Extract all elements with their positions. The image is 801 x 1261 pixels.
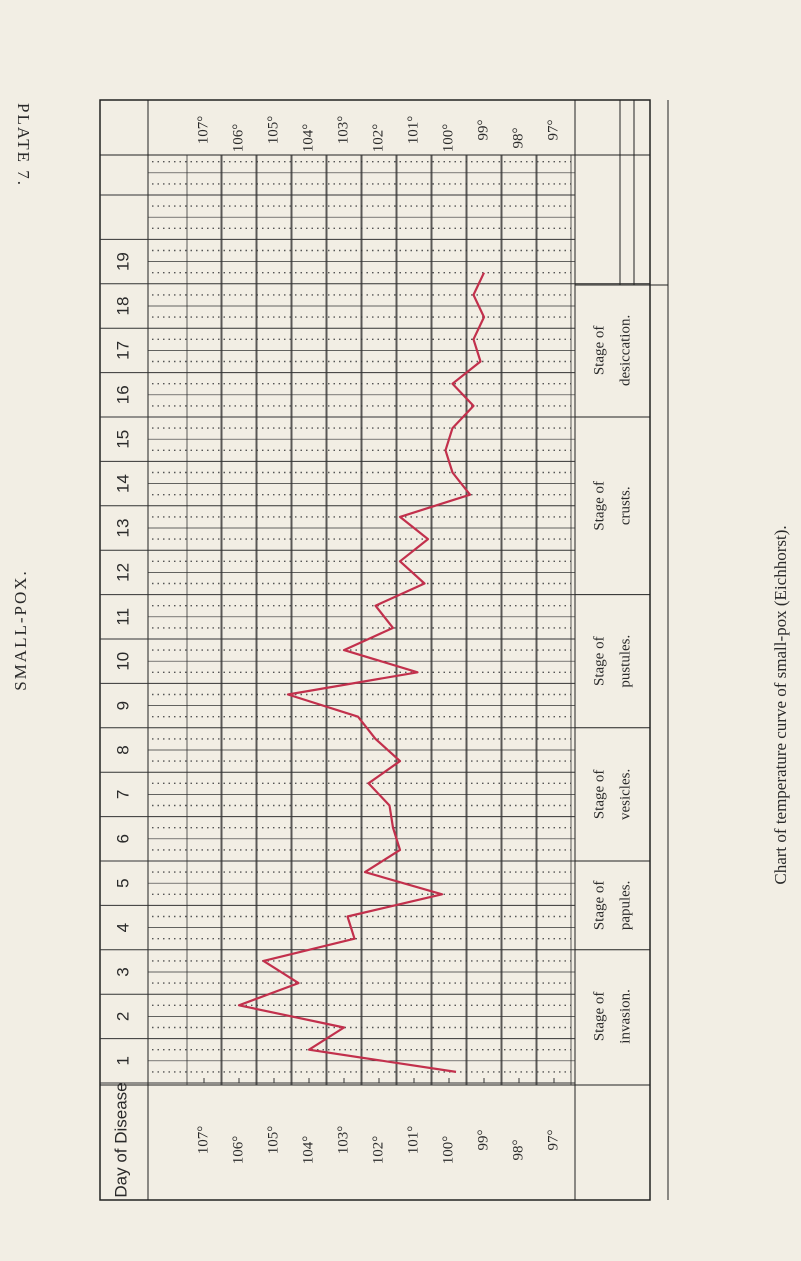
x-tick-label: 1	[113, 1056, 132, 1065]
y-tick-label: 98°	[510, 128, 526, 149]
x-tick-label: 19	[113, 252, 132, 271]
x-tick-label: 7	[113, 790, 132, 799]
x-tick-label: 16	[113, 385, 132, 404]
x-tick-label: 11	[113, 608, 132, 626]
y-tick-label: 100°	[440, 1136, 456, 1165]
x-tick-label: 4	[113, 923, 132, 932]
y-tick-label: 101°	[405, 116, 421, 145]
y-tick-label: 103°	[335, 1126, 351, 1155]
x-tick-label: 12	[113, 563, 132, 582]
x-tick-label: 8	[113, 745, 132, 754]
heading: SMALL-POX.	[11, 569, 30, 691]
caption: Chart of temperature curve of small-pox …	[771, 525, 790, 884]
stage-label: Stage of	[591, 636, 607, 686]
x-tick-label: 5	[113, 878, 132, 887]
y-tick-label: 104°	[300, 124, 316, 153]
temperature-line	[237, 272, 486, 1073]
stage-label: Stage of	[591, 770, 607, 820]
x-tick-label: 10	[113, 652, 132, 671]
stage-label: papules.	[617, 881, 633, 931]
y-tick-label: 102°	[370, 1136, 386, 1165]
y-tick-label: 101°	[405, 1126, 421, 1155]
x-tick-label: 9	[113, 701, 132, 710]
x-tick-label: 6	[113, 834, 132, 843]
day-axis-label: Day of Disease	[111, 1082, 130, 1197]
y-tick-label: 107°	[195, 116, 211, 145]
y-tick-label: 104°	[300, 1136, 316, 1165]
y-tick-label: 106°	[230, 124, 246, 153]
y-tick-label: 106°	[230, 1136, 246, 1165]
y-tick-label: 107°	[195, 1126, 211, 1155]
x-tick-label: 3	[113, 967, 132, 976]
y-tick-label: 97°	[545, 120, 561, 141]
stage-label: Stage of	[591, 992, 607, 1042]
stage-label: invasion.	[617, 989, 633, 1044]
y-tick-label: 100°	[440, 124, 456, 153]
x-tick-label: 13	[113, 519, 132, 538]
x-tick-label: 17	[113, 341, 132, 360]
y-tick-label: 105°	[265, 1126, 281, 1155]
stage-label: vesicles.	[617, 769, 633, 820]
stage-label: Stage of	[591, 326, 607, 376]
y-tick-label: 103°	[335, 116, 351, 145]
x-tick-label: 14	[113, 474, 132, 493]
x-tick-label: 15	[113, 430, 132, 449]
plate-number: PLATE 7.	[14, 103, 33, 187]
y-tick-label: 97°	[545, 1130, 561, 1151]
stage-label: crusts.	[617, 486, 633, 525]
x-tick-label: 18	[113, 297, 132, 316]
y-tick-label: 99°	[475, 120, 491, 141]
stage-label: Stage of	[591, 481, 607, 531]
stage-label: desiccation.	[617, 315, 633, 386]
y-tick-label: 98°	[510, 1140, 526, 1161]
y-tick-label: 102°	[370, 124, 386, 153]
y-tick-label: 105°	[265, 116, 281, 145]
y-tick-label: 99°	[475, 1130, 491, 1151]
stage-label: Stage of	[591, 881, 607, 931]
stage-label: pustules.	[617, 635, 633, 688]
x-tick-label: 2	[113, 1012, 132, 1021]
